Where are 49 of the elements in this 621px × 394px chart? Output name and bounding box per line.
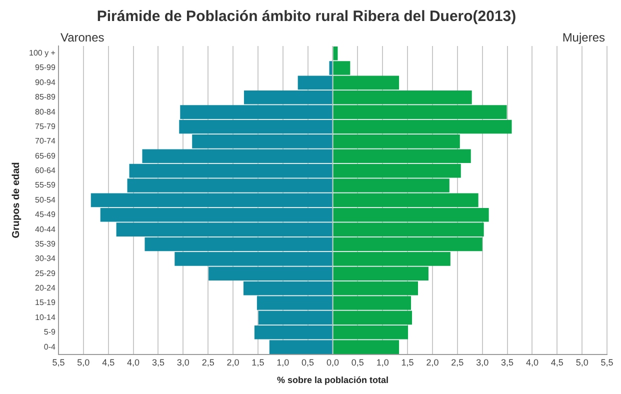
- x-tick-label: 0,5: [351, 357, 364, 368]
- x-tick-label: 2,5: [451, 357, 464, 368]
- text: Mujeres: [562, 30, 605, 44]
- x-tick-label: 4,0: [526, 357, 538, 368]
- x-tick-label: 4,5: [102, 357, 115, 368]
- x-tick-label: 3,0: [176, 357, 190, 368]
- y-axis-title: Grupos de edad: [10, 162, 22, 238]
- x-tick-label: 1,5: [401, 357, 414, 368]
- x-tick-label: 3,5: [152, 357, 164, 368]
- chart-title: Pirámide de Población ámbito rural Ribera del Duero(2013): [96, 8, 516, 26]
- y-tick-label: 65-69: [34, 151, 56, 160]
- y-tick-label: 95-99: [34, 63, 56, 72]
- x-tick-label: 0,5: [302, 357, 314, 368]
- x-tick-label: 3,5: [501, 357, 514, 368]
- y-tick-label: 25-29: [34, 268, 56, 278]
- x-tick-label: 4,5: [550, 357, 564, 368]
- x-tick-label: 5,5: [600, 357, 614, 368]
- x-tick-label: 2,0: [226, 357, 240, 368]
- x-tick-label: 2,0: [426, 357, 439, 368]
- x-tick-label: 5,0: [77, 357, 90, 368]
- y-tick-label: 5-9: [44, 328, 56, 337]
- y-tick-label: 90-94: [34, 78, 56, 87]
- y-tick-label: 85-89: [34, 92, 56, 102]
- y-tick-label: 50-54: [34, 195, 56, 204]
- y-tick-label: 70-74: [34, 136, 56, 146]
- y-tick-label: 20-24: [34, 284, 56, 293]
- x-tick-label: 1,5: [252, 357, 264, 368]
- y-tick-label: 75-79: [34, 122, 56, 131]
- y-tick-label: 15-19: [34, 298, 56, 308]
- y-tick-label: 60-64: [34, 166, 56, 176]
- x-tick-label: 5,5: [52, 357, 65, 368]
- x-axis-title: % sobre la población total: [276, 375, 388, 386]
- y-tick-label: 100 y +: [28, 48, 56, 58]
- x-tick-label: 0,0: [326, 357, 339, 368]
- y-tick-label: 10-14: [34, 312, 56, 322]
- text: Varones: [60, 30, 104, 44]
- y-tick-label: 30-34: [34, 254, 56, 264]
- x-tick-label: 3,0: [476, 357, 489, 368]
- y-tick-label: 0-4: [44, 342, 56, 352]
- x-tick-label: 2,5: [202, 357, 214, 368]
- x-tick-label: 5,0: [576, 357, 588, 368]
- y-tick-label: 40-44: [34, 224, 56, 234]
- y-tick-label: 45-49: [34, 210, 56, 220]
- x-tick-label: 4,0: [127, 357, 140, 368]
- y-tick-label: 80-84: [34, 107, 56, 116]
- x-tick-label: 1,0: [276, 357, 290, 368]
- x-tick-label: 1,0: [376, 357, 389, 368]
- y-tick-label: 35-39: [34, 239, 56, 248]
- y-tick-label: 55-59: [34, 180, 56, 190]
